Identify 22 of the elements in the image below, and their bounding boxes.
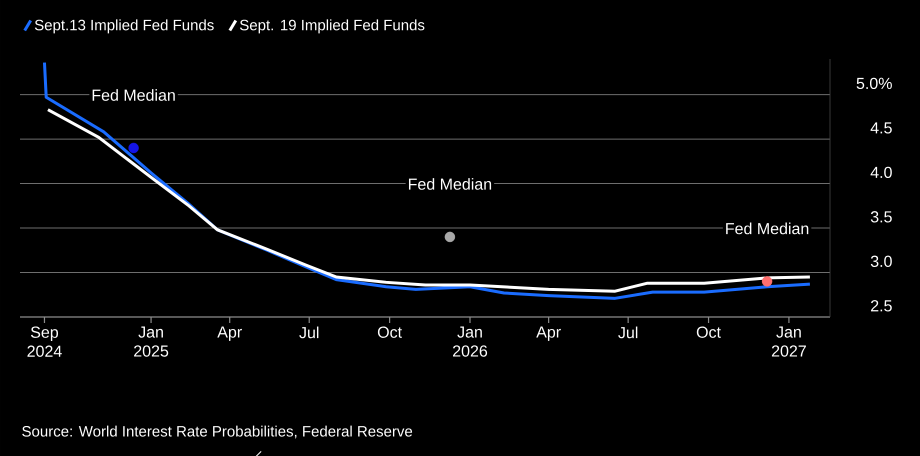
x-tick-label: Jan 2025 xyxy=(134,326,168,357)
annotation: Fed Median xyxy=(408,178,492,190)
y-tick-label: 4.5 xyxy=(870,122,892,134)
legend-label: Sept.13 Implied Fed Funds xyxy=(34,19,214,34)
x-tick-label: Apr xyxy=(217,326,242,341)
y-tick-label: 3.0 xyxy=(870,256,892,267)
y-tick-label: 5.0% xyxy=(856,78,892,90)
source-note: Source: World Interest Rate Probabilities, Federal Reserve xyxy=(22,426,412,438)
y-tick-label: 3.5 xyxy=(870,211,892,223)
x-tick-label: Jul xyxy=(618,326,638,338)
legend-label: Sept. 19 Implied Fed Funds xyxy=(240,19,424,34)
x-tick-label: Oct xyxy=(696,326,721,338)
x-tick-label: Jul xyxy=(299,326,318,338)
x-tick-label: Sep 2024 xyxy=(27,326,62,357)
y-tick-label: 4.0 xyxy=(870,166,892,178)
y-tick-label: 2.5 xyxy=(871,300,892,312)
x-tick-label: Oct xyxy=(378,326,402,338)
x-tick-label: Apr xyxy=(536,326,561,341)
annotation: Fed Median xyxy=(726,222,808,234)
x-tick-label: Jan 2027 xyxy=(772,326,806,357)
annotation: Fed Median xyxy=(92,89,175,101)
x-tick-label: Jan 2026 xyxy=(453,326,488,357)
